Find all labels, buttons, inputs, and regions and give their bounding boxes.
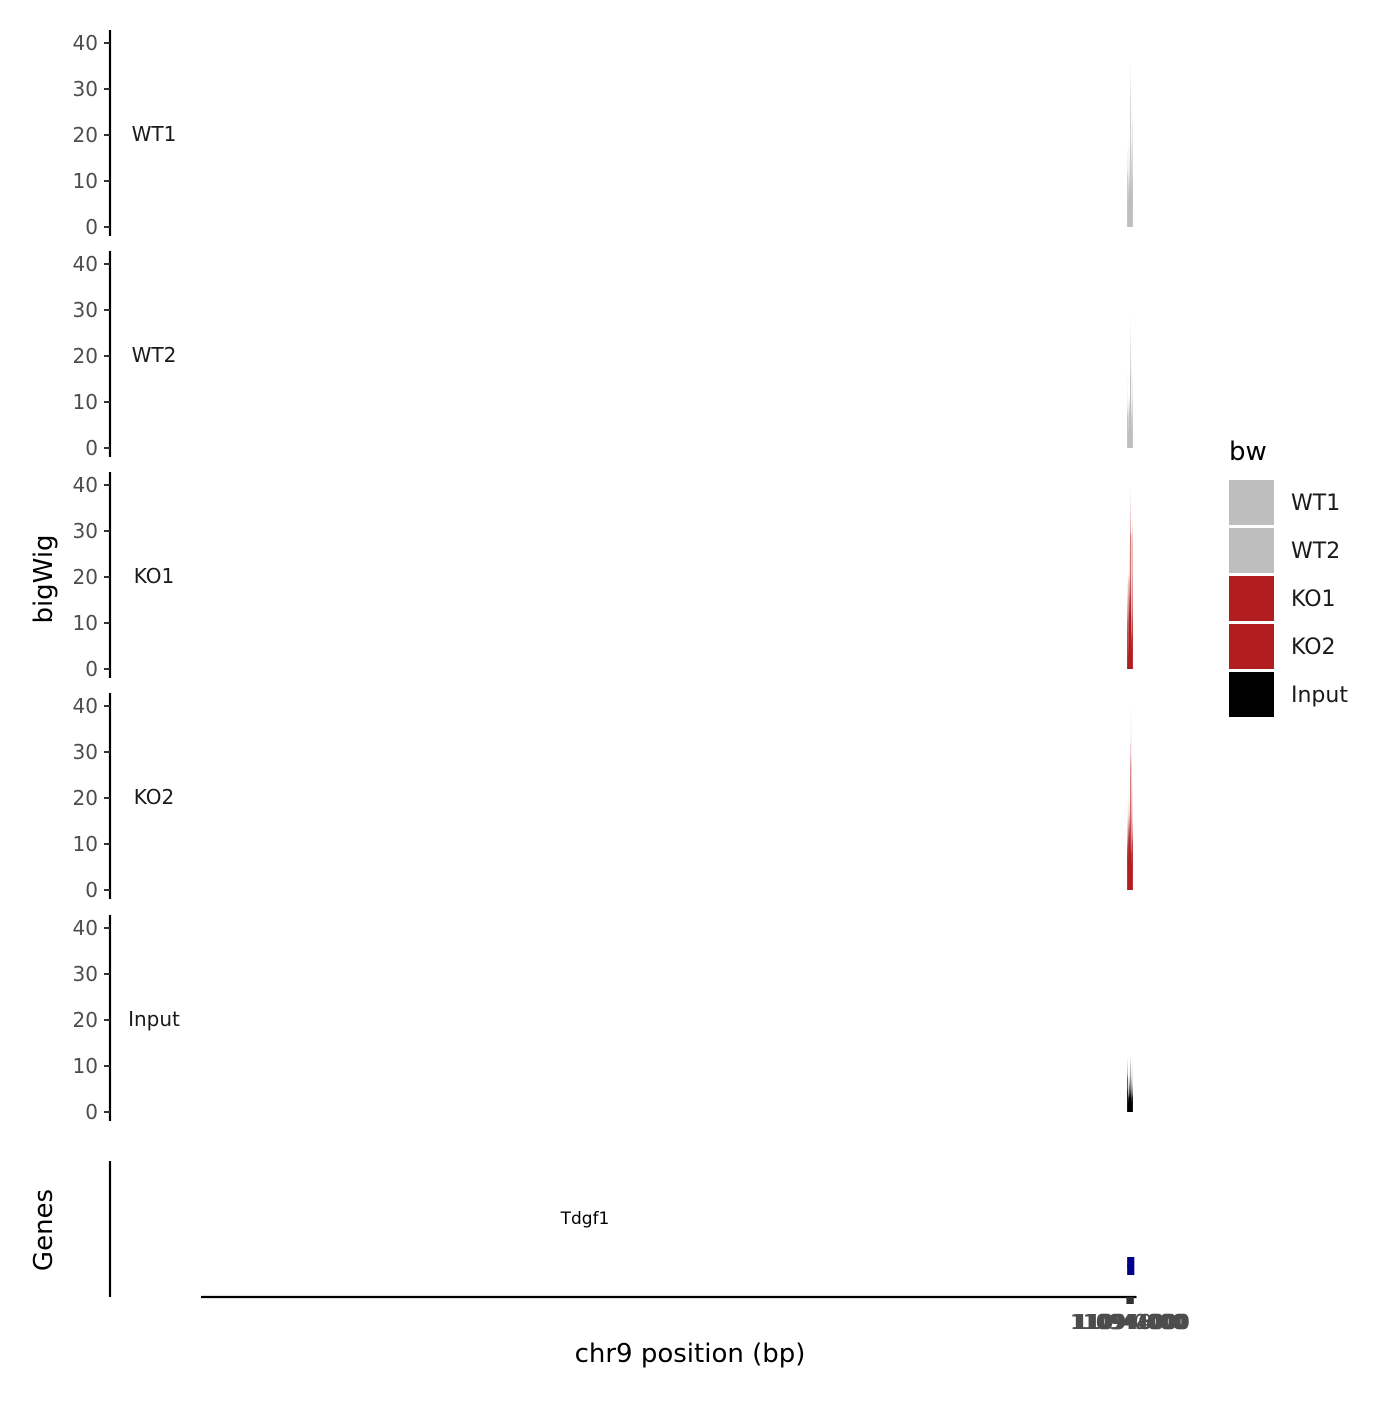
y-axis-title: bigWig [29, 534, 59, 623]
y-tick-label-WT1-20: 20 [73, 123, 98, 147]
genes-axis-title: Genes [29, 1189, 59, 1271]
x-tick-label-110940000: 110940000 [1070, 1310, 1185, 1334]
y-tick-label-WT2-30: 30 [73, 298, 98, 322]
y-tick-label-KO2-10: 10 [73, 832, 98, 856]
x-tick-label-110942000: 110942000 [1071, 1310, 1186, 1334]
track-label-KO1: KO1 [134, 564, 175, 588]
legend-swatch-Input [1229, 672, 1274, 717]
track-WT1: 0 10 20 30 40 WT1 [73, 30, 1133, 239]
signal-area-WT1 [1127, 52, 1133, 228]
track-label-WT2: WT2 [132, 343, 177, 367]
y-tick-label-WT1-40: 40 [73, 31, 98, 55]
legend-title: bw [1229, 437, 1267, 467]
track-Input: 0 10 20 30 40 Input [73, 915, 1133, 1124]
x-tick-label-110946000: 110946000 [1074, 1310, 1189, 1334]
track-label-WT1: WT1 [132, 122, 177, 146]
y-tick-label-Input-30: 30 [73, 962, 98, 986]
legend-swatch-WT2 [1229, 528, 1274, 573]
y-tick-label-Input-0: 0 [85, 1100, 98, 1124]
legend-label-WT1: WT1 [1291, 491, 1340, 516]
track-KO1: 0 10 20 30 40 KO1 [73, 472, 1133, 681]
legend-label-KO1: KO1 [1291, 587, 1336, 612]
legend-label-WT2: WT2 [1291, 539, 1340, 564]
y-tick-label-Input-20: 20 [73, 1008, 98, 1032]
track-label-Input: Input [128, 1007, 180, 1031]
gene-exon-6 [1131, 1257, 1135, 1275]
track-KO2: 0 10 20 30 40 KO2 [73, 693, 1133, 902]
signal-area-KO2 [1127, 706, 1133, 890]
legend-swatch-KO1 [1229, 576, 1274, 621]
gene-name-label: Tdgf1 [560, 1209, 610, 1229]
x-tick-label-110948000: 110948000 [1076, 1310, 1191, 1334]
y-tick-label-Input-10: 10 [73, 1054, 98, 1078]
y-tick-label-KO2-0: 0 [85, 878, 98, 902]
gene-exon-1 [1127, 1257, 1131, 1275]
legend-swatch-KO2 [1229, 624, 1274, 669]
y-tick-label-WT2-10: 10 [73, 390, 98, 414]
y-tick-label-KO1-0: 0 [85, 657, 98, 681]
y-tick-label-WT1-0: 0 [85, 215, 98, 239]
y-tick-label-KO2-20: 20 [73, 786, 98, 810]
signal-area-Input [1127, 1056, 1133, 1112]
legend-swatch-WT1 [1229, 480, 1274, 525]
signal-area-KO1 [1127, 485, 1133, 669]
y-tick-label-WT2-40: 40 [73, 252, 98, 276]
y-tick-label-KO1-10: 10 [73, 611, 98, 635]
x-axis-title: chr9 position (bp) [575, 1339, 806, 1369]
y-tick-label-KO1-20: 20 [73, 565, 98, 589]
y-tick-label-WT2-20: 20 [73, 344, 98, 368]
y-tick-label-KO1-30: 30 [73, 519, 98, 543]
track-label-KO2: KO2 [134, 785, 175, 809]
y-tick-label-KO1-40: 40 [73, 473, 98, 497]
y-tick-label-WT1-30: 30 [73, 77, 98, 101]
legend-label-Input: Input [1291, 683, 1348, 708]
legend: bw WT1 WT2 KO1 KO2 Input [1229, 437, 1348, 717]
track-WT2: 0 10 20 30 40 WT2 [73, 251, 1133, 460]
x-axis: 1109400001109420001109440001109460001109… [200, 1295, 1191, 1334]
y-tick-label-KO2-40: 40 [73, 694, 98, 718]
gene-track: Tdgf1 [108, 1161, 1135, 1297]
y-tick-label-WT1-10: 10 [73, 169, 98, 193]
signal-area-WT2 [1127, 305, 1133, 448]
y-tick-label-KO2-30: 30 [73, 740, 98, 764]
y-tick-label-WT2-0: 0 [85, 436, 98, 460]
x-tick-label-110944000: 110944000 [1073, 1310, 1188, 1334]
tracks-layer: 0 10 20 30 40 WT1 0 10 20 30 40 WT2 0 10 20 30 40 KO1 0 10 2… [73, 30, 1133, 1124]
legend-label-KO2: KO2 [1291, 635, 1336, 660]
y-tick-label-Input-40: 40 [73, 916, 98, 940]
